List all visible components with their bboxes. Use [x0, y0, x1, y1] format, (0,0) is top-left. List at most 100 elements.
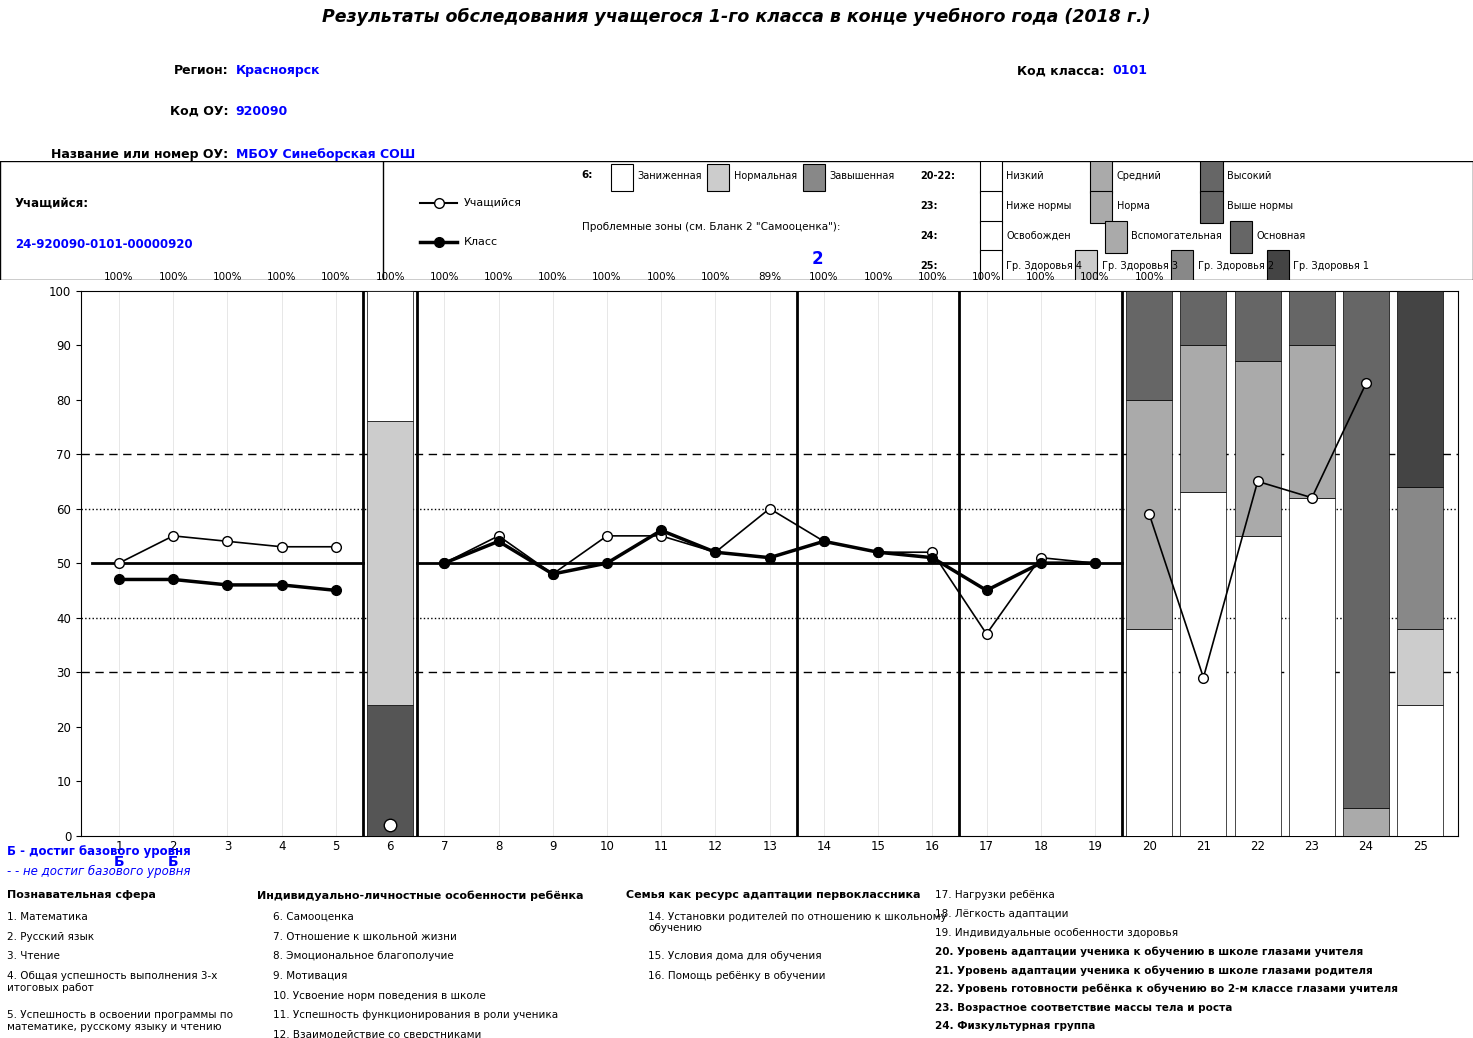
Bar — [980, 191, 1002, 223]
Text: 2. Русский язык: 2. Русский язык — [7, 931, 94, 941]
Text: 20. Уровень адаптации ученика к обучению в школе глазами учителя: 20. Уровень адаптации ученика к обучению… — [935, 947, 1364, 957]
Text: Проблемные зоны (см. Бланк 2 "Самооценка"):: Проблемные зоны (см. Бланк 2 "Самооценка… — [582, 221, 840, 231]
Text: Гр. Здоровья 4: Гр. Здоровья 4 — [1006, 261, 1083, 271]
Bar — [1090, 191, 1112, 223]
Bar — [1343, 291, 1389, 809]
Text: 17. Нагрузки ребёнка: 17. Нагрузки ребёнка — [935, 891, 1055, 900]
Text: 15. Условия дома для обучения: 15. Условия дома для обучения — [648, 951, 822, 961]
Text: Учащийся:: Учащийся: — [15, 196, 88, 210]
Text: 20-22:: 20-22: — [921, 171, 956, 182]
Bar — [367, 291, 412, 421]
Text: 19. Индивидуальные особенности здоровья: 19. Индивидуальные особенности здоровья — [935, 928, 1178, 937]
Text: Код ОУ:: Код ОУ: — [169, 105, 228, 117]
Text: Норма: Норма — [1117, 201, 1149, 212]
Bar — [980, 161, 1002, 193]
Bar — [1200, 191, 1223, 223]
Bar — [1105, 220, 1127, 253]
Bar — [707, 164, 729, 191]
Text: Завышенная: Завышенная — [829, 171, 894, 182]
Bar — [1398, 629, 1444, 705]
Bar — [1289, 498, 1335, 836]
Text: 10. Усвоение норм поведения в школе: 10. Усвоение норм поведения в школе — [273, 990, 485, 1001]
Text: Учащийся: Учащийся — [464, 197, 521, 208]
FancyBboxPatch shape — [0, 161, 1473, 280]
Bar — [1230, 220, 1252, 253]
Text: 100%: 100% — [1134, 272, 1164, 282]
Text: 1. Математика: 1. Математика — [7, 911, 88, 922]
Text: Вспомогательная: Вспомогательная — [1131, 231, 1223, 241]
Text: 100%: 100% — [1080, 272, 1109, 282]
Text: 9. Мотивация: 9. Мотивация — [273, 971, 346, 981]
Text: 0101: 0101 — [1112, 64, 1147, 78]
Bar — [611, 164, 633, 191]
Text: 920090: 920090 — [236, 105, 287, 117]
Bar — [980, 220, 1002, 253]
Text: 100%: 100% — [376, 272, 405, 282]
Text: Средний: Средний — [1117, 171, 1161, 182]
Bar — [1171, 250, 1193, 282]
Text: 100%: 100% — [483, 272, 513, 282]
Text: 100%: 100% — [105, 272, 134, 282]
Text: Результаты обследования учащегося 1-го класса в конце учебного года (2018 г.): Результаты обследования учащегося 1-го к… — [323, 8, 1150, 26]
Bar — [1398, 705, 1444, 836]
Text: 100%: 100% — [212, 272, 242, 282]
Text: Класс: Класс — [464, 237, 498, 247]
Text: Семья как ресурс адаптации первоклассника: Семья как ресурс адаптации первоклассник… — [626, 891, 921, 900]
Text: 12. Взаимодействие со сверстниками: 12. Взаимодействие со сверстниками — [273, 1030, 480, 1038]
Bar — [1127, 291, 1173, 400]
Text: 24-920090-0101-00000920: 24-920090-0101-00000920 — [15, 238, 193, 251]
Text: 2: 2 — [812, 250, 823, 268]
Text: Код класса:: Код класса: — [1018, 64, 1105, 78]
Text: 3. Чтение: 3. Чтение — [7, 951, 60, 961]
Text: 100%: 100% — [1027, 272, 1056, 282]
Bar — [1234, 291, 1280, 361]
Text: 100%: 100% — [647, 272, 676, 282]
Text: 4. Общая успешность выполнения 3-х
итоговых работ: 4. Общая успешность выполнения 3-х итого… — [7, 971, 218, 992]
Bar — [1180, 291, 1227, 345]
Text: 16. Помощь ребёнку в обучении: 16. Помощь ребёнку в обучении — [648, 971, 826, 981]
Text: Выше нормы: Выше нормы — [1227, 201, 1293, 212]
Bar — [1090, 161, 1112, 193]
Text: Познавательная сфера: Познавательная сфера — [6, 891, 156, 900]
Text: Высокий: Высокий — [1227, 171, 1271, 182]
Text: 100%: 100% — [592, 272, 622, 282]
Bar — [1234, 536, 1280, 836]
Text: 23:: 23: — [921, 201, 938, 212]
Text: 100%: 100% — [159, 272, 189, 282]
Text: 100%: 100% — [863, 272, 893, 282]
Bar — [803, 164, 825, 191]
Bar — [1267, 250, 1289, 282]
Text: МБОУ Синеборская СОШ: МБОУ Синеборская СОШ — [236, 148, 415, 161]
Text: 18. Лёгкость адаптации: 18. Лёгкость адаптации — [935, 909, 1069, 919]
Text: Нормальная: Нормальная — [734, 171, 797, 182]
Bar — [1127, 629, 1173, 836]
Text: 24:: 24: — [921, 231, 938, 241]
Text: Гр. Здоровья 2: Гр. Здоровья 2 — [1198, 261, 1274, 271]
Text: 22. Уровень готовности ребёнка к обучению во 2-м классе глазами учителя: 22. Уровень готовности ребёнка к обучени… — [935, 984, 1398, 994]
Text: 21. Уровень адаптации ученика к обучению в школе глазами родителя: 21. Уровень адаптации ученика к обучению… — [935, 965, 1373, 976]
Bar — [1398, 487, 1444, 629]
Text: 5. Успешность в освоении программы по
математике, русскому языку и чтению: 5. Успешность в освоении программы по ма… — [7, 1010, 233, 1032]
Text: 89%: 89% — [759, 272, 781, 282]
Text: Индивидуально-личностные особенности ребёнка: Индивидуально-личностные особенности реб… — [256, 891, 583, 901]
Text: 7. Отношение к школьной жизни: 7. Отношение к школьной жизни — [273, 931, 457, 941]
Bar — [1127, 400, 1173, 629]
Text: Освобожден: Освобожден — [1006, 231, 1071, 241]
Bar — [1200, 161, 1223, 193]
Bar — [1289, 291, 1335, 345]
Text: 14. Установки родителей по отношению к школьному
обучению: 14. Установки родителей по отношению к ш… — [648, 911, 947, 933]
Text: - - не достиг базового уровня: - - не достиг базового уровня — [7, 865, 191, 877]
Text: Регион:: Регион: — [174, 64, 228, 78]
Text: 6. Самооценка: 6. Самооценка — [273, 911, 354, 922]
Bar — [1180, 345, 1227, 492]
Text: 23. Возрастное соответствие массы тела и роста: 23. Возрастное соответствие массы тела и… — [935, 1003, 1233, 1012]
Text: 24. Физкультурная группа: 24. Физкультурная группа — [935, 1021, 1096, 1031]
Bar — [980, 250, 1002, 282]
Text: Б: Б — [113, 854, 124, 869]
Text: Основная: Основная — [1256, 231, 1305, 241]
Text: Б: Б — [168, 854, 178, 869]
Text: Заниженная: Заниженная — [638, 171, 703, 182]
Bar — [367, 421, 412, 705]
Text: 100%: 100% — [430, 272, 460, 282]
Text: 8. Эмоциональное благополучие: 8. Эмоциональное благополучие — [273, 951, 454, 961]
